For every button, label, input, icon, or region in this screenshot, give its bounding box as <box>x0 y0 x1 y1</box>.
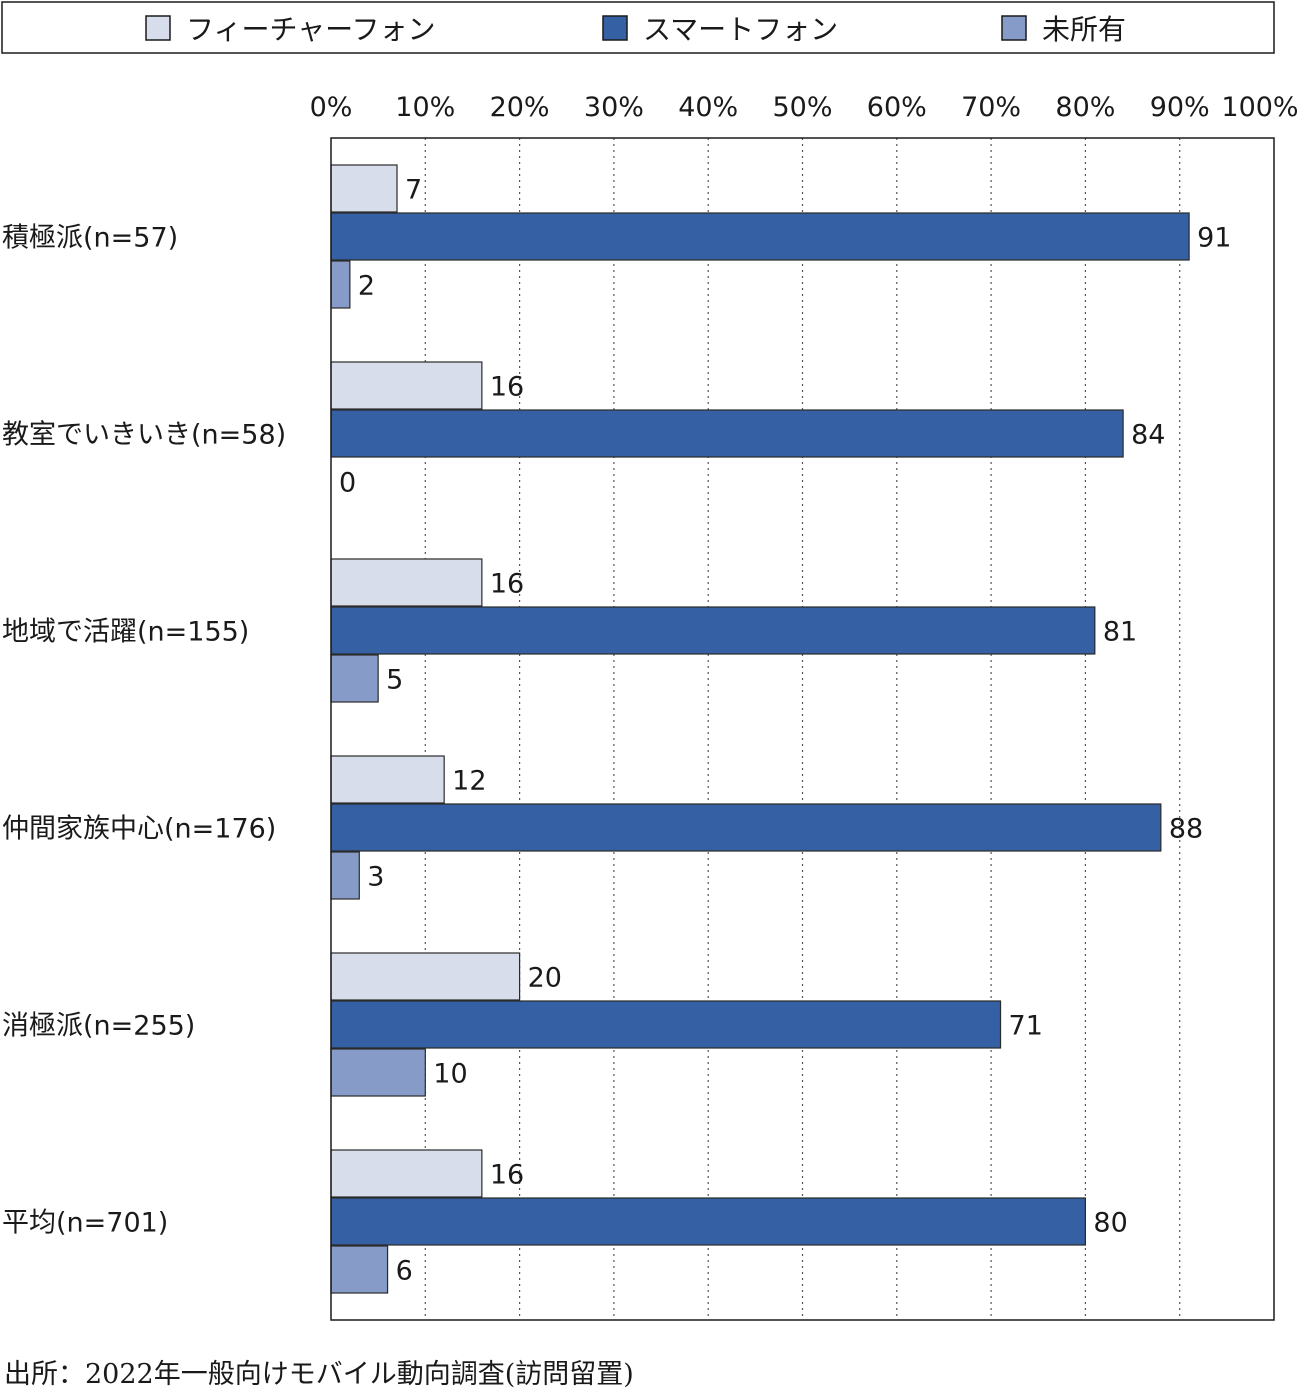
legend-swatch-1 <box>145 15 171 41</box>
x-tick-label-10: 100% <box>1221 92 1297 123</box>
category-label-6: 平均(n=701) <box>2 1208 168 1239</box>
category-label-1: 積極派(n=57) <box>2 223 178 254</box>
bar-4-2 <box>330 803 1162 852</box>
legend-swatch-3 <box>1001 15 1027 41</box>
legend-label-3: 未所有 <box>1042 13 1126 46</box>
x-tick-label-0: 0% <box>310 92 353 123</box>
value-label-3-3: 5 <box>386 665 403 696</box>
bar-4-1 <box>330 755 445 804</box>
x-tick-label-1: 10% <box>395 92 455 123</box>
bar-5-1 <box>330 952 521 1001</box>
value-label-1-1: 7 <box>405 175 422 206</box>
value-label-2-2: 84 <box>1131 420 1165 451</box>
bar-2-2 <box>330 409 1124 458</box>
bar-3-3 <box>330 654 379 703</box>
value-label-6-2: 80 <box>1093 1208 1127 1239</box>
category-label-4: 仲間家族中心(n=176) <box>2 814 276 845</box>
x-tick-label-9: 90% <box>1150 92 1210 123</box>
value-label-4-2: 88 <box>1169 814 1203 845</box>
plot-area-border <box>330 137 1275 1321</box>
grid <box>424 138 1181 1320</box>
x-tick-label-3: 30% <box>584 92 644 123</box>
bar-4-3 <box>330 851 360 900</box>
value-label-3-1: 16 <box>490 569 524 600</box>
bars <box>330 164 1190 1294</box>
bar-6-3 <box>330 1245 389 1294</box>
value-label-4-1: 12 <box>452 766 486 797</box>
value-label-1-3: 2 <box>358 271 375 302</box>
category-label-5: 消極派(n=255) <box>2 1011 195 1042</box>
value-label-5-1: 20 <box>528 963 562 994</box>
plot-frame <box>330 137 1275 1321</box>
x-tick-label-2: 20% <box>490 92 550 123</box>
x-tick-label-4: 40% <box>678 92 738 123</box>
value-label-2-3: 0 <box>339 468 356 499</box>
x-tick-label-7: 70% <box>961 92 1021 123</box>
bar-3-2 <box>330 606 1096 655</box>
category-label-2: 教室でいきいき(n=58) <box>2 420 286 451</box>
bar-1-1 <box>330 164 398 213</box>
value-label-6-1: 16 <box>490 1160 524 1191</box>
bar-5-2 <box>330 1000 1002 1049</box>
bar-2-1 <box>330 361 483 410</box>
legend-swatch-2 <box>602 15 628 41</box>
x-tick-label-8: 80% <box>1055 92 1115 123</box>
x-tick-label-5: 50% <box>772 92 832 123</box>
x-axis-ticks: 0% 10% 20% 30% 40% 50% 60% 70% 80% 90% 100% <box>310 92 1297 123</box>
value-label-6-3: 6 <box>396 1256 413 1287</box>
source-note: 出所：2022年一般向けモバイル動向調査(訪問留置) <box>4 1359 634 1390</box>
category-labels: 積極派(n=57) 教室でいきいき(n=58) 地域で活躍(n=155) 仲間家族中心… <box>2 223 286 1239</box>
legend-label-1: フィーチャーフォン <box>186 13 435 46</box>
bar-3-1 <box>330 558 483 607</box>
value-label-1-2: 91 <box>1197 223 1231 254</box>
value-label-2-1: 16 <box>490 372 524 403</box>
bar-1-2 <box>330 212 1190 261</box>
value-labels: 7 91 2 16 84 0 16 81 5 12 88 3 20 71 10 16 80 6 <box>339 175 1231 1287</box>
value-label-5-3: 10 <box>433 1059 467 1090</box>
legend-label-2: スマートフォン <box>643 13 838 46</box>
bar-5-3 <box>330 1048 426 1097</box>
value-label-3-2: 81 <box>1103 617 1137 648</box>
bar-6-2 <box>330 1197 1087 1246</box>
bar-1-3 <box>330 260 351 309</box>
legend-box <box>1 1 1275 54</box>
value-label-5-2: 71 <box>1009 1011 1043 1042</box>
legend: フィーチャーフォン スマートフォン 未所有 <box>1 1 1275 54</box>
bar-6-1 <box>330 1149 483 1198</box>
value-label-4-3: 3 <box>367 862 384 893</box>
category-label-3: 地域で活躍(n=155) <box>2 617 249 648</box>
x-tick-label-6: 60% <box>867 92 927 123</box>
